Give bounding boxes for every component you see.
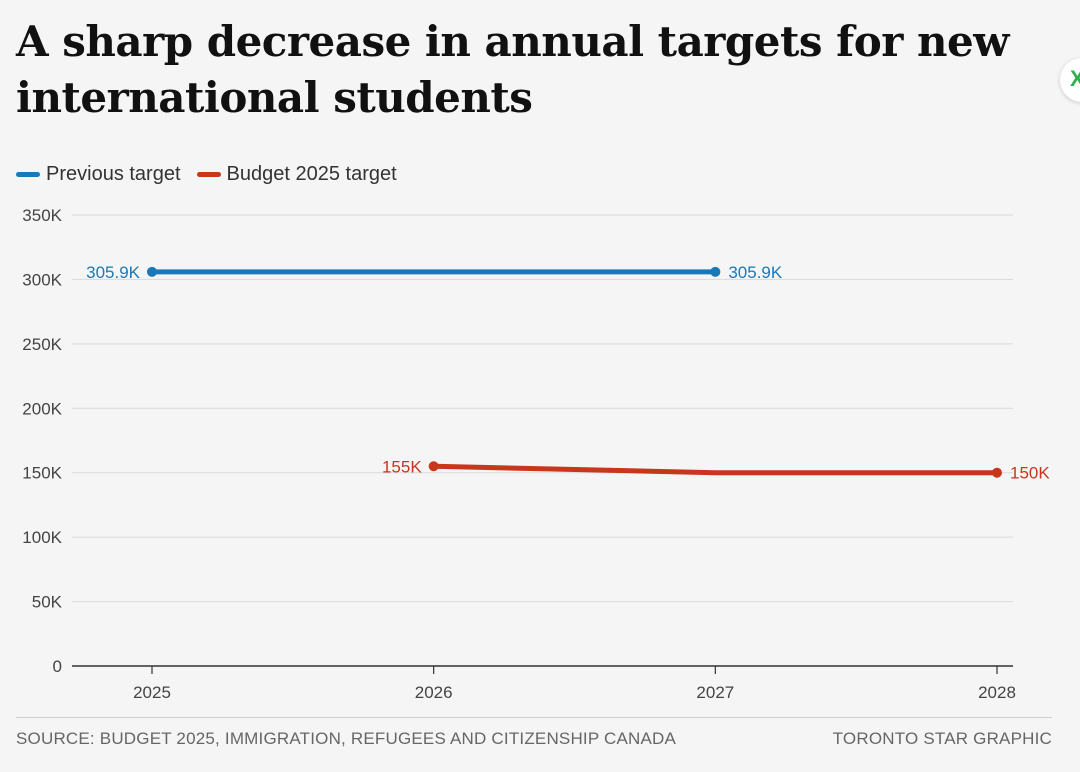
x-tick-label: 2028 bbox=[978, 683, 1016, 702]
y-tick-label: 200K bbox=[22, 399, 62, 418]
y-tick-label: 50K bbox=[32, 593, 63, 612]
legend-swatch-previous bbox=[16, 171, 40, 177]
data-point bbox=[710, 266, 721, 277]
y-tick-label: 300K bbox=[22, 270, 62, 289]
data-point bbox=[992, 467, 1002, 478]
data-label: 155K bbox=[382, 457, 422, 476]
series-line bbox=[431, 463, 1000, 476]
chart-title: A sharp decrease in annual targets for n… bbox=[16, 17, 1009, 122]
y-tick-label: 350K bbox=[22, 206, 62, 225]
x-tick-label: 2027 bbox=[696, 683, 734, 702]
legend-swatch-budget-2025 bbox=[196, 171, 221, 177]
source-note: SOURCE: BUDGET 2025, IMMIGRATION, REFUGE… bbox=[16, 729, 677, 748]
legend-item-budget-2025: Budget 2025 target bbox=[196, 162, 397, 186]
x-mark-icon: X bbox=[1070, 66, 1080, 91]
data-point bbox=[428, 461, 439, 472]
y-tick-label: 250K bbox=[22, 335, 62, 354]
chart-legend: Previous target Budget 2025 target bbox=[16, 160, 397, 188]
data-label: 150K bbox=[1010, 464, 1050, 483]
graphic-credit: TORONTO STAR GRAPHIC bbox=[832, 729, 1052, 748]
footer-divider bbox=[16, 717, 1052, 718]
data-label: 305.9K bbox=[728, 263, 783, 282]
side-action-button[interactable]: X bbox=[1060, 58, 1080, 102]
y-tick-label: 150K bbox=[22, 464, 62, 483]
y-tick-label: 100K bbox=[22, 528, 62, 547]
data-point bbox=[147, 266, 157, 277]
line-chart: 0 50K 100K 150K 200K 250K 300K 350K 2025 2026 2027… bbox=[22, 206, 1050, 702]
legend-label-previous: Previous target bbox=[46, 162, 181, 185]
x-tick-label: 2026 bbox=[415, 683, 453, 702]
legend-label-budget-2025: Budget 2025 target bbox=[226, 162, 397, 185]
legend-item-previous: Previous target bbox=[16, 163, 181, 186]
x-tick-label: 2025 bbox=[133, 683, 171, 702]
y-tick-label: 0 bbox=[53, 657, 62, 676]
data-label: 305.9K bbox=[86, 263, 141, 282]
